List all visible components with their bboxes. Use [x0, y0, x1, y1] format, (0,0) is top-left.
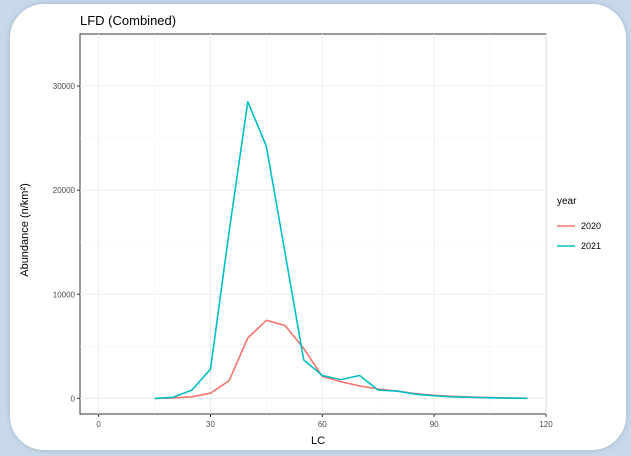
x-tick-label: 120 — [539, 420, 553, 429]
x-tick-label: 60 — [318, 420, 327, 429]
y-axis-label: Abundance (n/km²) — [19, 183, 31, 277]
x-tick-label: 90 — [430, 420, 439, 429]
legend-label-2020: 2020 — [581, 221, 601, 231]
x-axis-label: LC — [311, 435, 325, 447]
y-tick-label: 30000 — [53, 82, 76, 91]
x-tick-label: 30 — [206, 420, 215, 429]
line-chart: LFD (Combined) 0 30 60 90 120 0 10000 20000 3000… — [19, 13, 601, 447]
series-line-2021 — [154, 100, 528, 400]
panel-border — [79, 33, 547, 415]
chart-title: LFD (Combined) — [80, 13, 176, 28]
x-tick-label: 0 — [96, 420, 101, 429]
tick-labels: 0 30 60 90 120 0 10000 20000 30000 — [53, 82, 553, 429]
series-layer — [154, 100, 528, 400]
legend-title: year — [557, 196, 577, 207]
y-tick-label: 0 — [71, 394, 76, 403]
plot-panel — [79, 33, 547, 415]
y-tick-label: 10000 — [53, 290, 76, 299]
chart-card: LFD (Combined) 0 30 60 90 120 0 10000 20000 3000… — [10, 4, 626, 450]
y-tick-label: 20000 — [53, 186, 76, 195]
legend: year 2020 2021 — [557, 196, 601, 251]
grid-lines — [80, 34, 547, 414]
legend-label-2021: 2021 — [581, 241, 601, 251]
